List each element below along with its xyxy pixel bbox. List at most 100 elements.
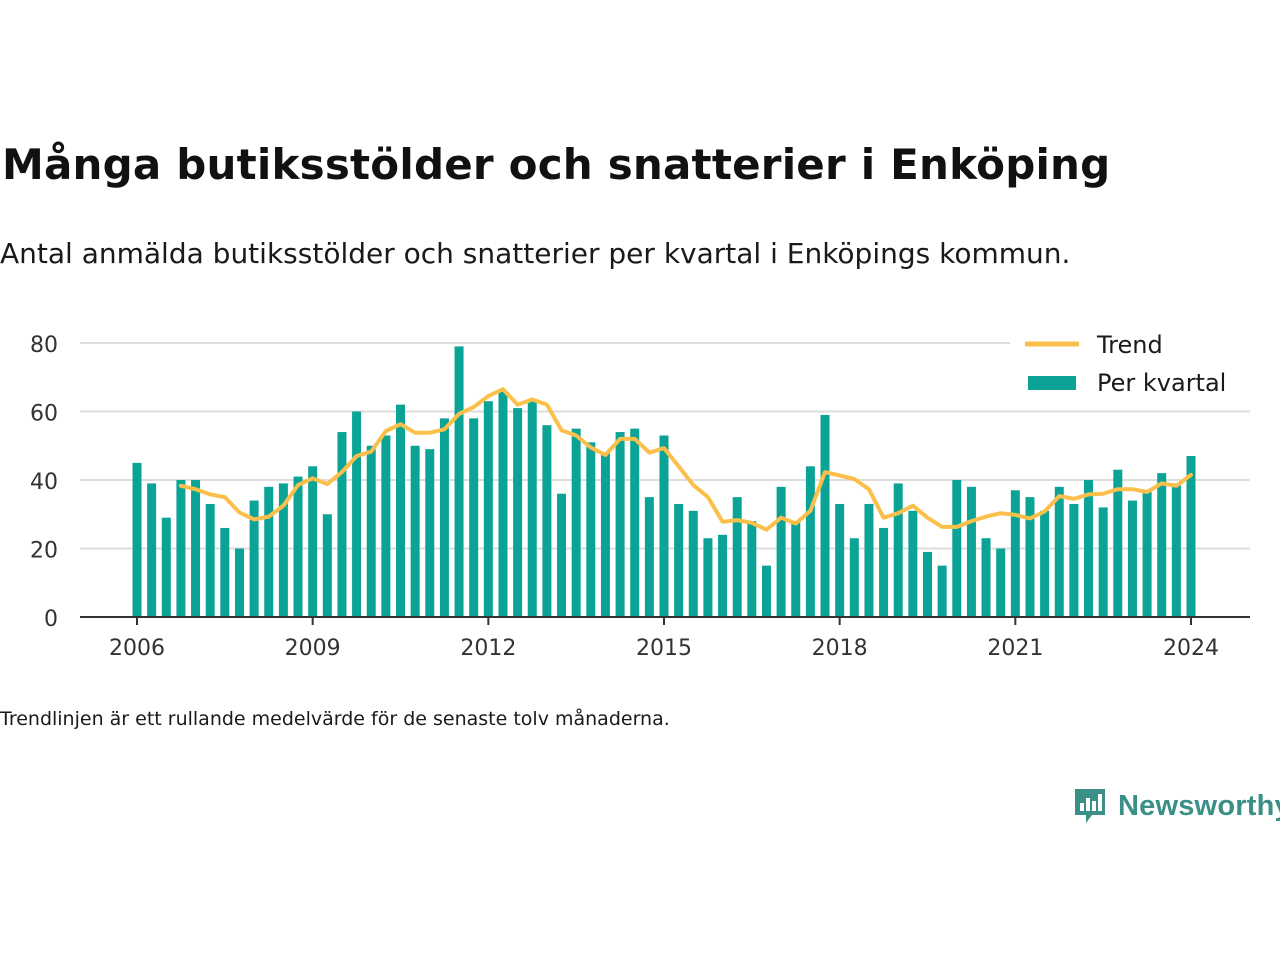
legend: Trend Per kvartal (1010, 330, 1250, 404)
bar (966, 486, 976, 617)
bar (1113, 469, 1123, 617)
bar (630, 428, 640, 617)
bar (542, 425, 552, 617)
legend-bar-label: Per kvartal (1097, 369, 1226, 397)
bar (820, 414, 830, 617)
bar (1171, 483, 1181, 617)
legend-trend-label: Trend (1096, 331, 1163, 359)
x-tick-label: 2018 (812, 636, 868, 661)
bar (835, 503, 845, 617)
bar (644, 497, 654, 617)
bar (264, 486, 274, 617)
bar (337, 432, 347, 617)
bar (278, 483, 288, 617)
bar (849, 538, 859, 617)
y-axis-ticks: 0 20 40 60 80 (30, 333, 58, 632)
bar (527, 401, 537, 617)
bar (483, 401, 493, 617)
chart-subtitle: Antal anmälda butiksstölder och snatteri… (0, 237, 1071, 270)
bar (615, 432, 625, 617)
bar (571, 428, 581, 617)
x-tick-label: 2006 (109, 636, 165, 661)
brand-name: Newsworthy (1118, 789, 1280, 822)
bar (249, 500, 259, 617)
bar (161, 517, 171, 617)
bar (761, 565, 771, 617)
x-tick-label: 2024 (1163, 636, 1219, 661)
bar (996, 548, 1006, 617)
bar (688, 510, 698, 617)
trend-line (178, 387, 1193, 532)
bar (352, 411, 362, 617)
bar (923, 551, 932, 617)
trend-series (178, 387, 1193, 532)
footnote: Trendlinjen är ett rullande medelvärde f… (0, 708, 670, 730)
bar (439, 418, 449, 617)
y-tick-label: 0 (44, 607, 58, 632)
chart-title: Många butiksstölder och snatterier i Enk… (2, 140, 1111, 189)
bar (600, 452, 610, 617)
bar (1025, 497, 1035, 617)
x-tick-label: 2012 (460, 636, 516, 661)
bar (308, 466, 318, 617)
y-tick-label: 40 (30, 470, 58, 495)
bar (410, 445, 420, 617)
bar (908, 510, 918, 617)
bar (1157, 473, 1167, 617)
bar (1098, 507, 1108, 617)
bar (425, 449, 435, 617)
bar (1142, 490, 1152, 617)
bar (557, 493, 567, 617)
bar (703, 538, 713, 617)
bar (732, 497, 742, 617)
bar (586, 442, 596, 617)
bar (1054, 486, 1064, 617)
bar (454, 346, 464, 617)
bar (366, 445, 376, 617)
bar (952, 480, 962, 617)
y-tick-label: 60 (30, 402, 58, 427)
bar (396, 404, 405, 617)
bar (674, 503, 684, 617)
bar (234, 548, 244, 617)
bar (469, 418, 479, 617)
bar (1186, 456, 1196, 617)
newsworthy-logo[interactable]: Newsworthy (1072, 786, 1280, 826)
bar (205, 503, 215, 617)
bar (879, 527, 889, 617)
bar (747, 521, 757, 617)
bar (791, 521, 801, 617)
bar (1010, 490, 1020, 617)
bar (1084, 480, 1094, 617)
bar (498, 390, 508, 617)
bar (1040, 510, 1050, 617)
bar (864, 503, 874, 617)
bar-series (132, 346, 1196, 617)
x-tick-label: 2015 (636, 636, 692, 661)
bar (893, 483, 903, 617)
bar (322, 514, 332, 617)
bar (659, 435, 669, 617)
bar (1127, 500, 1137, 617)
bar (981, 538, 991, 617)
x-axis-ticks: 2006 2009 2012 2015 2018 2021 2024 (109, 617, 1219, 661)
bar (132, 462, 142, 617)
y-tick-label: 80 (30, 333, 58, 358)
x-tick-label: 2021 (987, 636, 1043, 661)
x-tick-label: 2009 (285, 636, 341, 661)
bar (147, 483, 157, 617)
legend-bar-swatch (1028, 376, 1076, 390)
y-tick-label: 20 (30, 539, 58, 564)
bar (191, 480, 201, 617)
bar (220, 527, 230, 617)
bar (776, 486, 786, 617)
bar (381, 435, 391, 617)
bar (718, 534, 728, 617)
bar (513, 408, 523, 617)
bar (805, 466, 815, 617)
bar (176, 480, 186, 617)
bar (293, 476, 303, 617)
bar (1069, 503, 1079, 617)
newsworthy-logo-icon (1075, 789, 1105, 823)
